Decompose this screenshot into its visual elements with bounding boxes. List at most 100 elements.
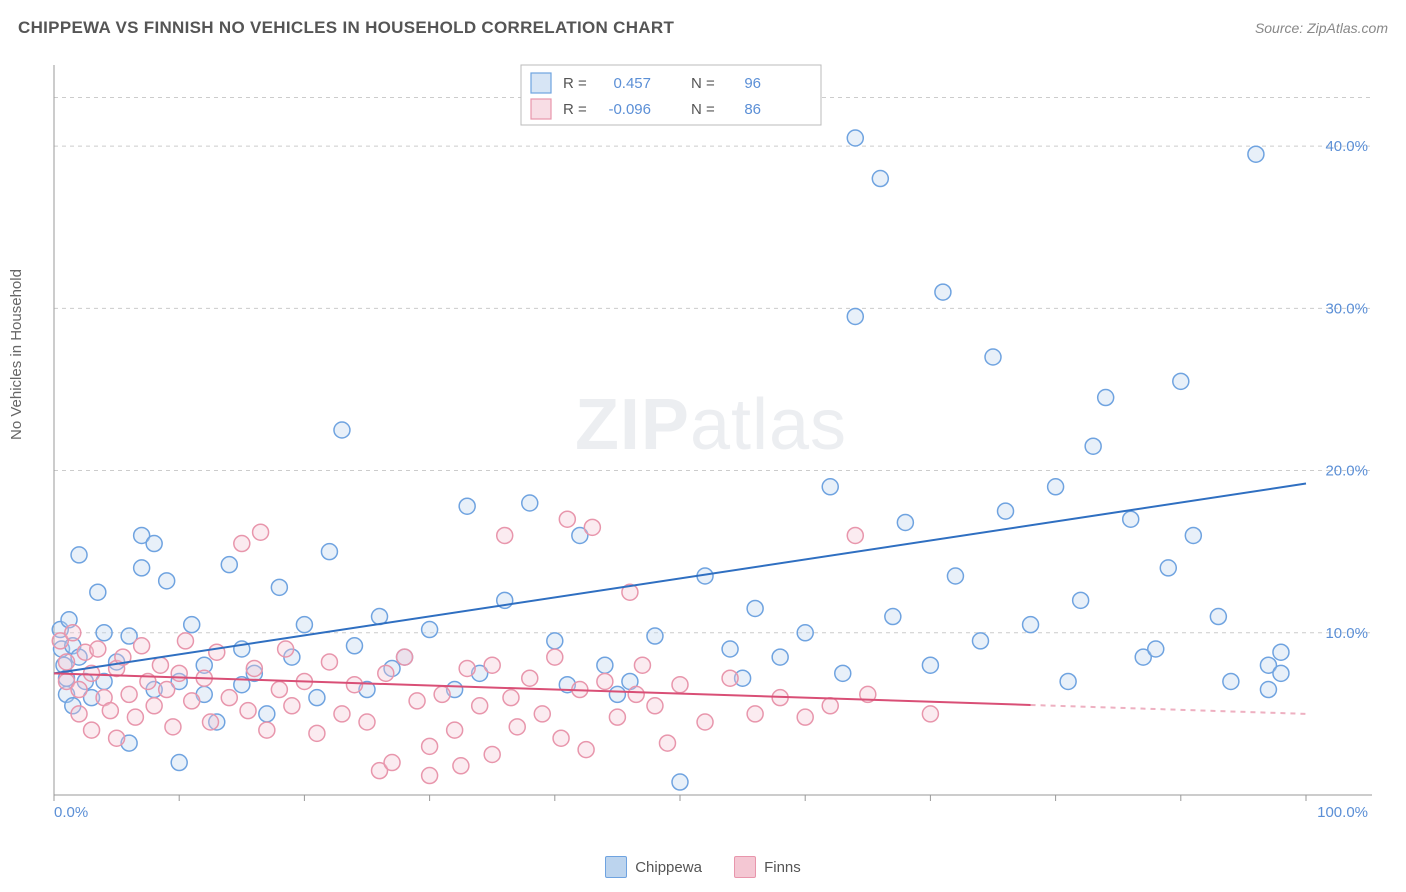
data-point-chippewa: [171, 755, 187, 771]
data-point-finns: [509, 719, 525, 735]
legend-label-finns: Finns: [764, 859, 801, 876]
stats-n-value-chippewa: 96: [744, 75, 761, 92]
data-point-chippewa: [146, 536, 162, 552]
legend-swatch-chippewa: [605, 856, 627, 878]
data-point-finns: [378, 665, 394, 681]
data-point-chippewa: [134, 560, 150, 576]
data-point-finns: [127, 709, 143, 725]
data-point-finns: [184, 693, 200, 709]
data-point-chippewa: [885, 609, 901, 625]
data-point-chippewa: [835, 665, 851, 681]
data-point-chippewa: [309, 690, 325, 706]
data-point-finns: [797, 709, 813, 725]
data-point-finns: [497, 527, 513, 543]
data-point-finns: [747, 706, 763, 722]
data-point-chippewa: [747, 600, 763, 616]
source-attribution: Source: ZipAtlas.com: [1255, 20, 1388, 36]
svg-text:40.0%: 40.0%: [1325, 138, 1368, 155]
data-point-finns: [609, 709, 625, 725]
data-point-finns: [240, 703, 256, 719]
data-point-finns: [722, 670, 738, 686]
data-point-finns: [434, 686, 450, 702]
data-point-finns: [246, 660, 262, 676]
legend-swatch-finns: [734, 856, 756, 878]
data-point-finns: [90, 641, 106, 657]
data-point-finns: [822, 698, 838, 714]
data-point-chippewa: [422, 622, 438, 638]
data-point-chippewa: [1098, 390, 1114, 406]
data-point-chippewa: [1123, 511, 1139, 527]
data-point-finns: [484, 746, 500, 762]
data-point-chippewa: [597, 657, 613, 673]
data-point-chippewa: [922, 657, 938, 673]
trend-line-chippewa: [54, 484, 1306, 674]
stats-n-label: N =: [691, 101, 715, 118]
data-point-finns: [171, 665, 187, 681]
data-point-finns: [409, 693, 425, 709]
data-point-chippewa: [935, 284, 951, 300]
data-point-chippewa: [972, 633, 988, 649]
data-point-finns: [634, 657, 650, 673]
data-point-finns: [534, 706, 550, 722]
stats-r-value-finns: -0.096: [608, 101, 651, 118]
data-point-finns: [522, 670, 538, 686]
stats-swatch-finns: [531, 99, 551, 119]
data-point-finns: [203, 714, 219, 730]
data-point-finns: [584, 519, 600, 535]
svg-text:20.0%: 20.0%: [1325, 463, 1368, 480]
data-point-finns: [672, 677, 688, 693]
data-point-chippewa: [1073, 592, 1089, 608]
data-point-chippewa: [998, 503, 1014, 519]
stats-n-value-finns: 86: [744, 101, 761, 118]
stats-r-label: R =: [563, 101, 587, 118]
data-point-finns: [422, 768, 438, 784]
data-point-chippewa: [722, 641, 738, 657]
data-point-chippewa: [1273, 665, 1289, 681]
data-point-finns: [359, 714, 375, 730]
data-point-finns: [547, 649, 563, 665]
data-point-chippewa: [1023, 617, 1039, 633]
data-point-chippewa: [797, 625, 813, 641]
data-point-chippewa: [346, 638, 362, 654]
data-point-chippewa: [947, 568, 963, 584]
data-point-finns: [659, 735, 675, 751]
data-point-finns: [59, 654, 75, 670]
data-point-chippewa: [1148, 641, 1164, 657]
data-point-chippewa: [296, 617, 312, 633]
data-point-finns: [384, 755, 400, 771]
data-point-finns: [209, 644, 225, 660]
data-point-finns: [472, 698, 488, 714]
svg-text:100.0%: 100.0%: [1317, 804, 1368, 821]
svg-text:10.0%: 10.0%: [1325, 625, 1368, 642]
data-point-finns: [271, 682, 287, 698]
stats-swatch-chippewa: [531, 73, 551, 93]
data-point-finns: [177, 633, 193, 649]
data-point-finns: [647, 698, 663, 714]
data-point-finns: [503, 690, 519, 706]
data-point-chippewa: [321, 544, 337, 560]
data-point-finns: [578, 742, 594, 758]
data-point-chippewa: [1260, 682, 1276, 698]
data-point-finns: [397, 649, 413, 665]
scatter-svg: 10.0%20.0%30.0%40.0%0.0%100.0%R =0.457N …: [46, 55, 1376, 825]
data-point-chippewa: [96, 625, 112, 641]
data-point-finns: [121, 686, 137, 702]
data-point-chippewa: [1248, 146, 1264, 162]
data-point-finns: [253, 524, 269, 540]
data-point-finns: [146, 698, 162, 714]
data-point-chippewa: [522, 495, 538, 511]
data-point-chippewa: [822, 479, 838, 495]
data-point-finns: [422, 738, 438, 754]
data-point-finns: [134, 638, 150, 654]
data-point-finns: [221, 690, 237, 706]
data-point-finns: [321, 654, 337, 670]
data-point-chippewa: [184, 617, 200, 633]
data-point-finns: [484, 657, 500, 673]
data-point-finns: [284, 698, 300, 714]
data-point-finns: [559, 511, 575, 527]
data-point-finns: [847, 527, 863, 543]
legend-item-finns: Finns: [734, 856, 801, 878]
data-point-finns: [259, 722, 275, 738]
data-point-chippewa: [1048, 479, 1064, 495]
bottom-legend: Chippewa Finns: [0, 856, 1406, 882]
